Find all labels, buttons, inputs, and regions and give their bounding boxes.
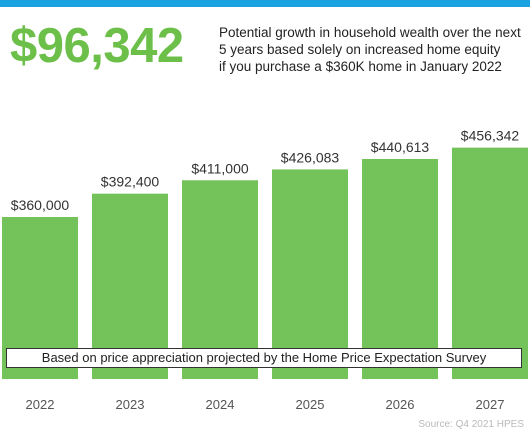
headline-description-line: if you purchase a $360K home in January … — [219, 59, 502, 74]
headline-description-line: 5 years based solely on increased home e… — [219, 42, 501, 57]
data-label-2027: $456,342 — [461, 128, 520, 144]
bar-2027 — [452, 147, 528, 379]
source-note: Source: Q4 2021 HPES — [418, 419, 524, 430]
x-tick-label-2023: 2023 — [116, 397, 145, 412]
data-label-2024: $411,000 — [191, 160, 249, 176]
x-tick-label-2025: 2025 — [296, 397, 325, 412]
footnote-text: Based on price appreciation projected by… — [41, 350, 487, 365]
top-accent-bar — [0, 0, 530, 7]
data-label-2023: $392,400 — [101, 174, 160, 190]
x-tick-label-2027: 2027 — [476, 397, 505, 412]
data-label-2022: $360,000 — [11, 197, 70, 213]
headline-description: Potential growth in household wealth ove… — [219, 24, 525, 75]
bar-2024 — [182, 180, 258, 379]
x-tick-label-2022: 2022 — [26, 397, 55, 412]
x-tick-label-2026: 2026 — [386, 397, 415, 412]
headline-value: $96,342 — [10, 19, 184, 73]
footnote-box: Based on price appreciation projected by… — [6, 348, 522, 368]
headline-description-line: Potential growth in household wealth ove… — [219, 25, 521, 40]
bar-2025 — [272, 169, 348, 379]
bar-2026 — [362, 158, 438, 379]
x-tick-label-2024: 2024 — [206, 397, 235, 412]
data-label-2026: $440,613 — [371, 139, 430, 155]
data-label-2025: $426,083 — [281, 149, 340, 165]
